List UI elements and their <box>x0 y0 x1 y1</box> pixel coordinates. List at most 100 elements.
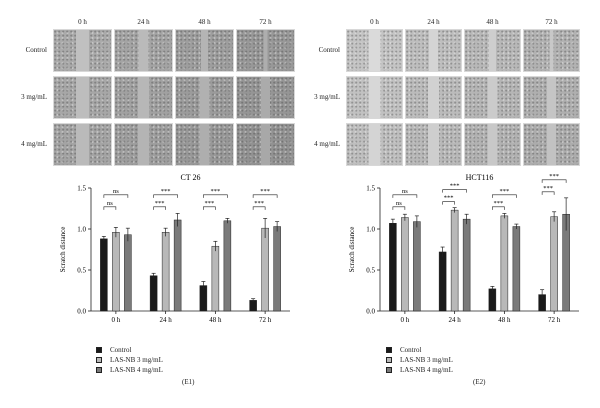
micrograph-image <box>523 29 580 72</box>
treatment-label: Control <box>318 45 340 54</box>
legend-label: LAS-NB 3 mg/mL <box>400 356 453 364</box>
bar <box>462 218 471 312</box>
significance-bracket <box>442 201 455 205</box>
micrograph-image <box>53 123 112 166</box>
y-tick-label: 1.5 <box>366 185 375 193</box>
significance-bracket <box>203 194 228 198</box>
x-tick-label: 24 h <box>449 316 462 322</box>
time-label: 24 h <box>427 18 440 26</box>
micrograph-image <box>53 29 112 72</box>
time-label: 0 h <box>78 18 87 26</box>
micrograph-image <box>405 76 462 119</box>
micrograph-image <box>114 76 173 119</box>
micrograph-image <box>346 76 403 119</box>
significance-bracket <box>203 206 216 210</box>
significance-bracket <box>252 206 266 210</box>
y-axis-label: Scratch distance <box>348 227 356 273</box>
bar <box>124 234 132 312</box>
significance-bracket <box>153 194 178 198</box>
legend-label: Control <box>110 346 132 354</box>
significance-label: ns <box>396 200 402 207</box>
y-tick-label: 0.5 <box>366 267 375 275</box>
treatment-label: 3 mg/mL <box>21 92 47 101</box>
legend-item: LAS-NB 3 mg/mL <box>96 355 163 365</box>
legend-swatch-las3 <box>96 357 102 363</box>
significance-label: *** <box>444 195 454 202</box>
bar <box>211 245 220 312</box>
time-label: 48 h <box>198 18 211 26</box>
bar <box>488 288 497 312</box>
significance-bracket <box>103 206 117 210</box>
legend-item: LAS-NB 4 mg/mL <box>386 365 453 375</box>
significance-bracket <box>392 206 406 210</box>
significance-label: *** <box>205 200 215 207</box>
significance-label: ns <box>107 200 113 207</box>
chart-title: CT 26 <box>180 173 200 182</box>
time-label: 24 h <box>137 18 150 26</box>
micrograph-grid-left: 0 h 24 h 48 h 72 h Control 3 mg/mL 4 mg/mL <box>0 0 300 170</box>
legend-swatch-las4 <box>96 367 102 373</box>
bar <box>401 217 409 312</box>
legend-swatch-las3 <box>386 357 392 363</box>
y-tick-label: 1.0 <box>366 226 375 234</box>
treatment-label: 4 mg/mL <box>314 139 340 148</box>
x-tick-label: 48 h <box>498 316 511 322</box>
micrograph-image <box>114 123 173 166</box>
micrograph-image <box>175 76 234 119</box>
legend-label: Control <box>400 346 422 354</box>
micrograph-image <box>405 29 462 72</box>
x-tick-label: 24 h <box>160 316 173 322</box>
time-label: 48 h <box>486 18 499 26</box>
x-tick-label: 72 h <box>259 316 272 322</box>
micrograph-image <box>114 29 173 72</box>
significance-bracket <box>103 194 129 198</box>
micrograph-image <box>236 76 295 119</box>
legend-right: Control LAS-NB 3 mg/mL LAS-NB 4 mg/mL <box>386 345 453 375</box>
time-label: 72 h <box>259 18 272 26</box>
x-tick-label: 72 h <box>548 316 561 322</box>
significance-label: *** <box>254 200 264 207</box>
legend-item: Control <box>386 345 453 355</box>
bar <box>223 220 232 312</box>
significance-label: *** <box>260 188 270 195</box>
significance-bracket <box>492 206 505 210</box>
significance-label: *** <box>543 185 553 192</box>
significance-label: *** <box>211 188 221 195</box>
panel-label-e2: (E2) <box>473 378 486 386</box>
y-axis-label: Scratch distance <box>59 227 67 273</box>
bar <box>512 226 521 312</box>
micrograph-grid-right: 0 h 24 h 48 h 72 h Control 3 mg/mL 4 mg/mL <box>300 0 600 170</box>
bar <box>273 226 281 312</box>
significance-label: *** <box>549 173 559 180</box>
legend-label: LAS-NB 4 mg/mL <box>400 366 453 374</box>
legend-swatch-control <box>96 347 102 353</box>
micrograph-image <box>464 76 521 119</box>
legend-swatch-las4 <box>386 367 392 373</box>
micrograph-image <box>464 29 521 72</box>
bar <box>550 216 558 312</box>
bar <box>500 215 509 312</box>
treatment-label: Control <box>25 45 47 54</box>
bar <box>173 219 182 312</box>
legend-item: LAS-NB 3 mg/mL <box>386 355 453 365</box>
bar <box>413 221 421 312</box>
y-tick-label: 1.0 <box>77 226 86 234</box>
micrograph-image <box>346 29 403 72</box>
chart-title: HCT116 <box>466 173 494 182</box>
significance-bracket <box>442 189 467 193</box>
significance-label: *** <box>161 188 171 195</box>
micrograph-image <box>523 123 580 166</box>
legend-swatch-control <box>386 347 392 353</box>
bar <box>450 209 459 312</box>
legend-item: LAS-NB 4 mg/mL <box>96 365 163 375</box>
significance-label: ns <box>113 188 119 195</box>
legend-left: Control LAS-NB 3 mg/mL LAS-NB 4 mg/mL <box>96 345 163 375</box>
micrograph-image <box>523 76 580 119</box>
micrograph-image <box>346 123 403 166</box>
legend-label: LAS-NB 3 mg/mL <box>110 356 163 364</box>
significance-bracket <box>492 194 517 198</box>
bar <box>161 232 170 312</box>
significance-bracket <box>153 206 166 210</box>
y-tick-label: 1.5 <box>77 185 86 193</box>
significance-bracket <box>541 191 555 195</box>
